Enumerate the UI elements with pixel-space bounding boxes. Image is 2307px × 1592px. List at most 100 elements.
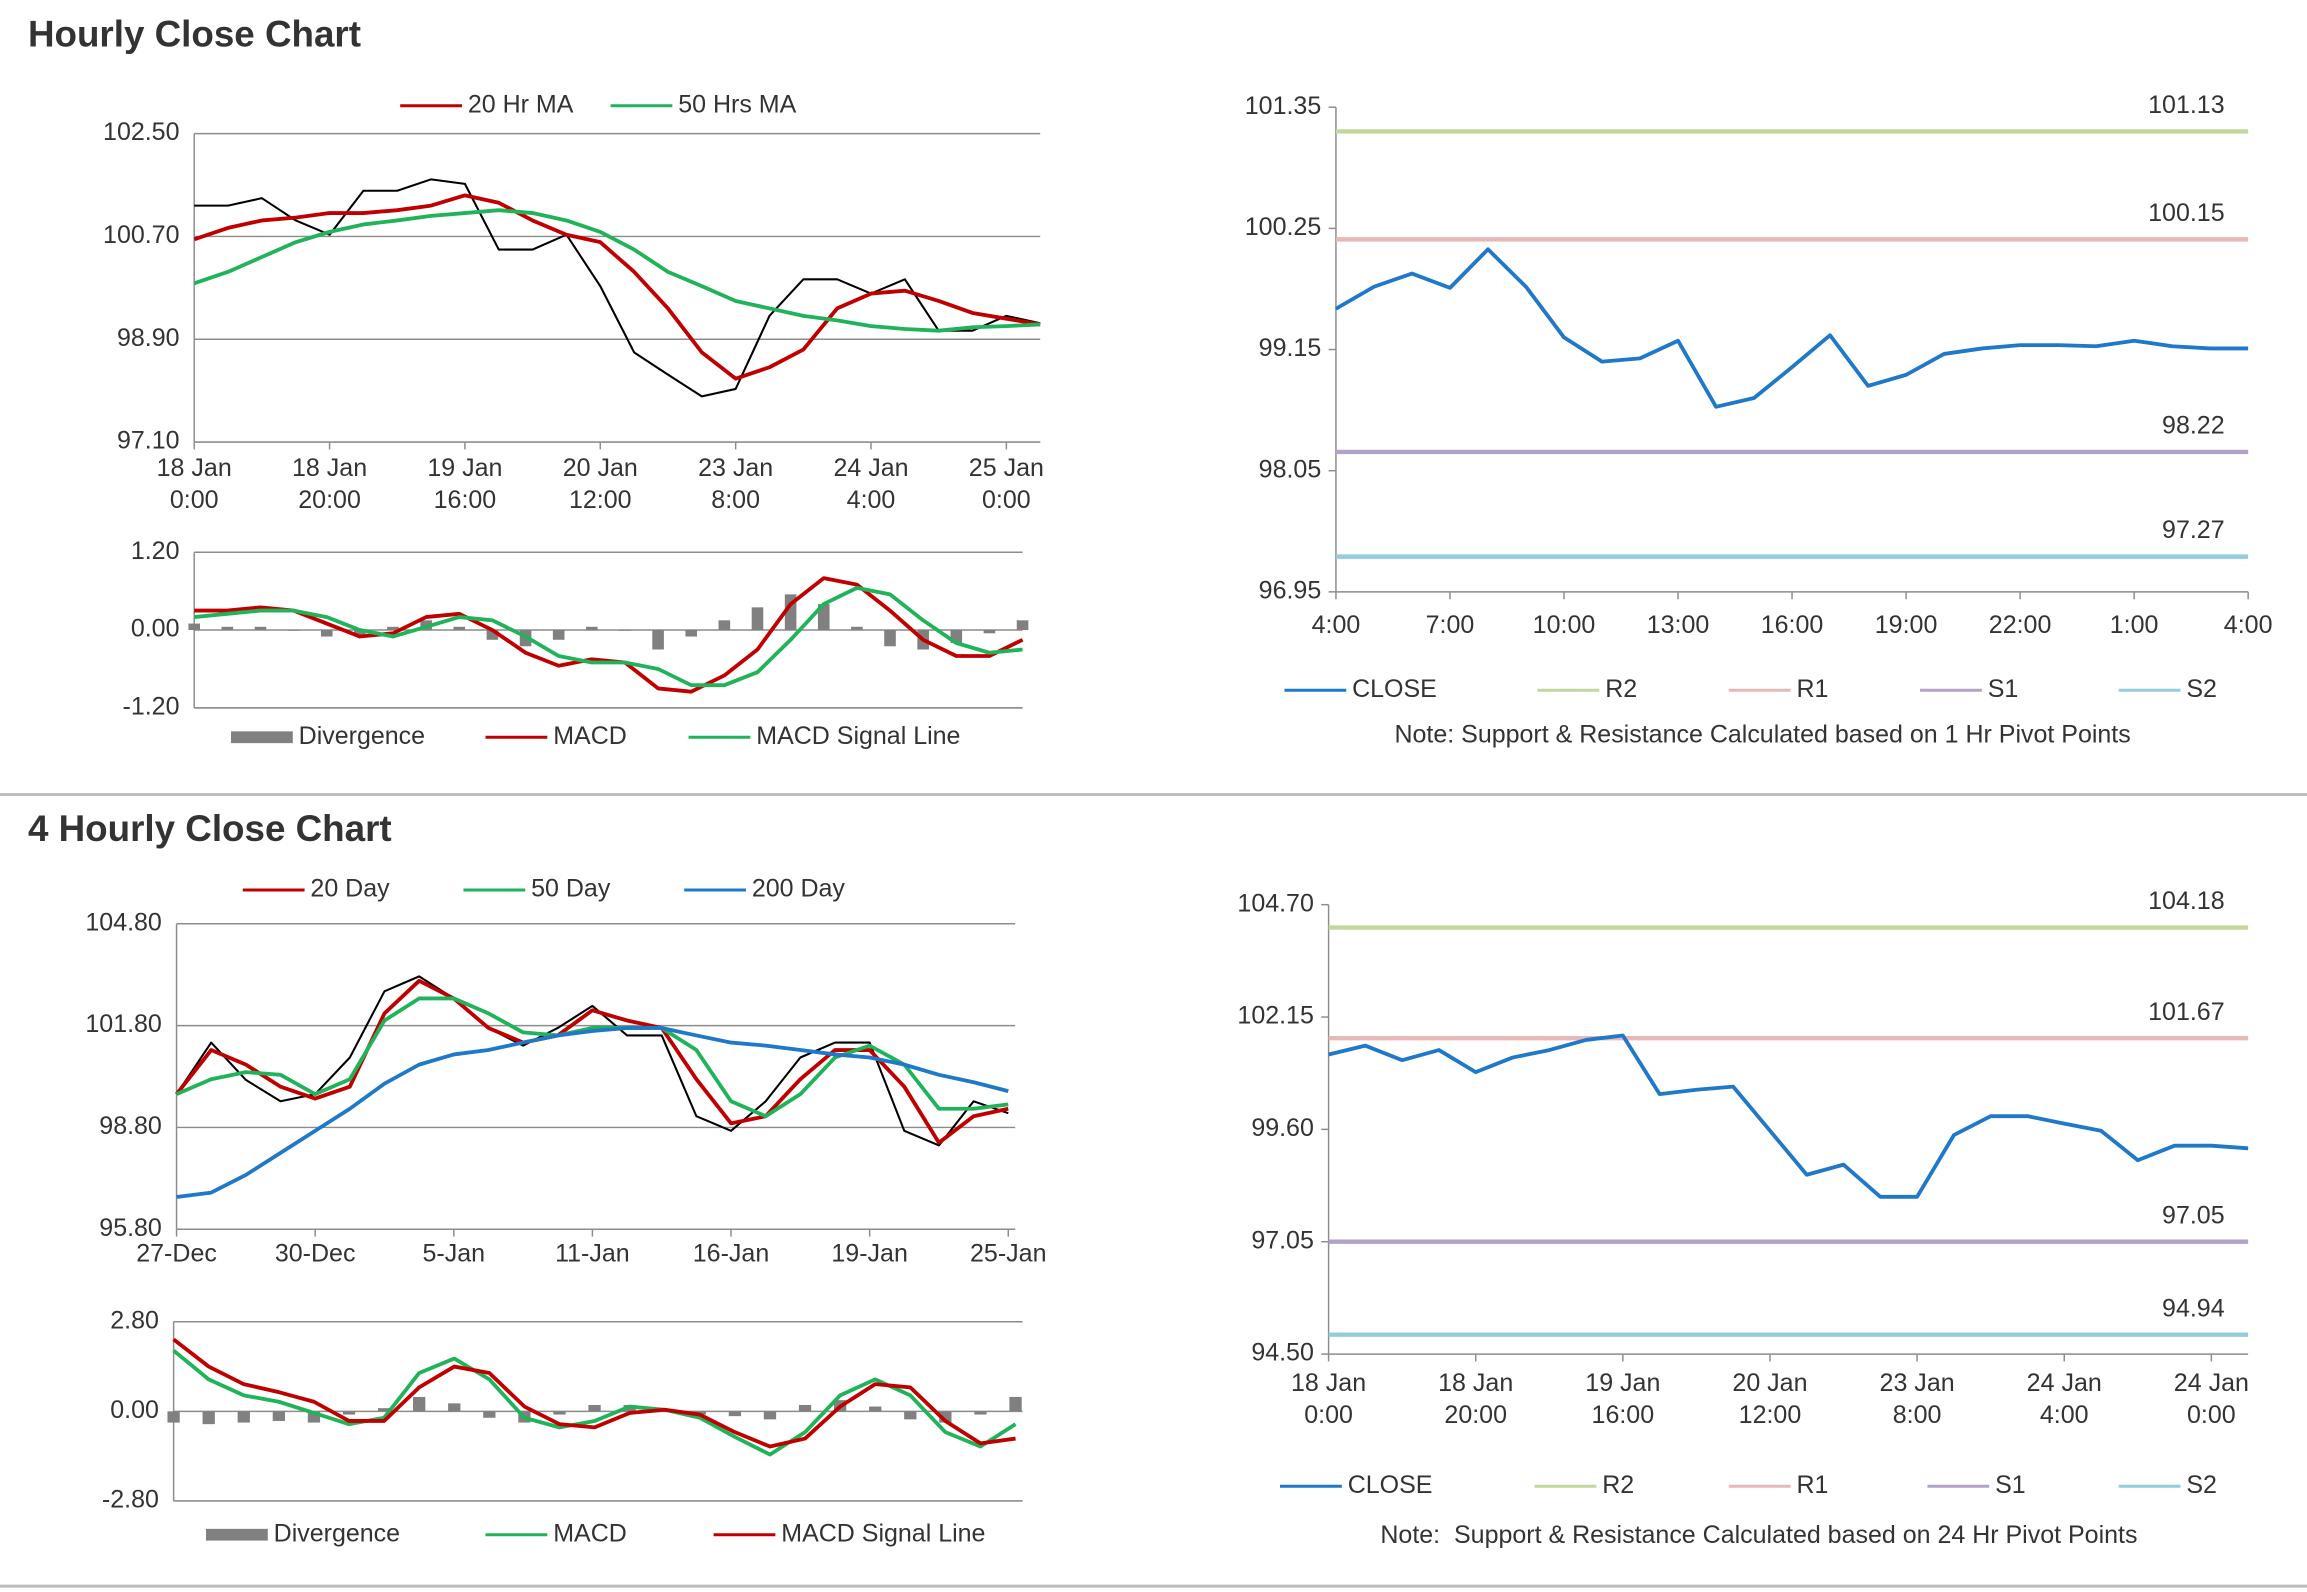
legend-label: R1 — [1796, 1471, 1828, 1499]
y-tick-label: 104.70 — [1237, 889, 1313, 917]
divergence-bar — [354, 630, 366, 637]
divergence-bar — [983, 630, 996, 634]
y-tick-label: 95.80 — [99, 1214, 162, 1242]
x-tick-label: 25 Jan 0:00 — [968, 453, 1044, 515]
divergence-bar — [619, 630, 631, 631]
legend-label: MACD — [553, 1519, 627, 1547]
divergence-bar — [817, 604, 830, 631]
x-tick-label: 10:00 — [1532, 610, 1596, 639]
x-tick-label-box: 5-Jan — [422, 1239, 486, 1268]
x-tick-label-box: 10:00 — [1532, 610, 1596, 639]
divergence-bar — [237, 1411, 250, 1423]
y-tick-label: 101.80 — [85, 1010, 161, 1038]
y-tick-label: 98.80 — [99, 1112, 162, 1140]
level-label: 101.67 — [2148, 998, 2224, 1026]
x-tick-label: 22:00 — [1988, 610, 2052, 639]
series-line — [176, 1026, 1009, 1199]
x-tick-label: 27-Dec — [136, 1239, 217, 1268]
x-tick-label-box: 4:00 — [1312, 611, 1361, 639]
x-tick-label: 23 Jan 8:00 — [1879, 1368, 1955, 1429]
x-tick-label: 19-Jan — [831, 1239, 908, 1268]
x-tick-label: 18 Jan 0:00 — [1291, 1368, 1367, 1429]
legend-label: CLOSE — [1348, 1471, 1433, 1499]
legend-label: MACD Signal Line — [781, 1519, 985, 1547]
x-tick-label: 5-Jan — [422, 1239, 486, 1268]
divergence-bar — [728, 1411, 742, 1417]
y-tick-label: 102.15 — [1237, 1002, 1313, 1030]
x-tick-label-box: 16-Jan — [693, 1240, 769, 1268]
legend-label: CLOSE — [1352, 675, 1437, 703]
x-tick-label-box: 25 Jan 0:00 — [968, 453, 1044, 515]
series-line — [1328, 1033, 2249, 1199]
divergence-bar — [167, 1411, 180, 1423]
y-tick-label: 1.20 — [131, 537, 180, 565]
x-tick-label: 11-Jan — [555, 1239, 630, 1268]
level-label: 98.22 — [2162, 412, 2225, 440]
y-tick-label: 0.00 — [110, 1396, 159, 1424]
y-tick-label: 97.05 — [1251, 1226, 1314, 1254]
x-tick-label-box: 23 Jan 8:00 — [1879, 1368, 1955, 1429]
x-tick-label: 18 Jan 20:00 — [292, 453, 368, 515]
level-label: 97.27 — [2162, 516, 2225, 544]
y-tick-label: 100.70 — [103, 221, 179, 249]
divergence-bar — [553, 1411, 566, 1415]
x-tick-label: 4:00 — [2223, 610, 2273, 639]
series-line — [194, 576, 1024, 694]
divergence-bar — [586, 626, 598, 631]
y-tick-label: 101.35 — [1245, 92, 1321, 120]
level-label: 101.13 — [2148, 91, 2224, 119]
divergence-bar — [448, 1403, 461, 1412]
divergence-bar — [658, 1411, 671, 1413]
divergence-bar — [287, 630, 300, 631]
note: Note: Support & Resistance Calculated ba… — [1394, 720, 2130, 748]
legend-label: S1 — [1988, 675, 2019, 703]
divergence-bar — [798, 1404, 812, 1412]
legend-label: MACD — [553, 722, 627, 750]
x-tick-label: 19 Jan 16:00 — [1585, 1368, 1661, 1429]
x-tick-label: 19:00 — [1874, 610, 1938, 639]
x-tick-label: 19 Jan 16:00 — [427, 453, 503, 515]
level-label: 104.18 — [2148, 887, 2224, 915]
legend-label: 20 Day — [310, 875, 390, 903]
divergence-bar — [904, 1411, 917, 1420]
x-tick-label-box: 13:00 — [1646, 610, 1710, 639]
x-tick-label-box: 20 Jan 12:00 — [562, 453, 638, 515]
series-line — [194, 585, 1023, 688]
legend-swatch — [230, 731, 293, 744]
divergence-bar — [320, 630, 333, 637]
x-tick-label: 20 Jan 12:00 — [562, 453, 638, 515]
legend-label: R2 — [1602, 1471, 1634, 1499]
x-tick-label-box: 24 Jan 4:00 — [833, 454, 908, 514]
legend-label: 20 Hr MA — [468, 90, 574, 118]
legend-label: R2 — [1605, 675, 1637, 703]
x-tick-label-box: 20 Jan 12:00 — [1732, 1368, 1808, 1429]
divergence-bar — [486, 630, 499, 640]
x-tick-label: 24 Jan 0:00 — [2173, 1368, 2249, 1429]
y-tick-label: 99.15 — [1259, 334, 1322, 362]
y-tick-label: 97.10 — [117, 427, 180, 455]
divergence-bar — [413, 1396, 426, 1412]
y-tick-label: -2.80 — [102, 1486, 159, 1514]
x-tick-label: 24 Jan 4:00 — [2026, 1368, 2102, 1429]
series-line — [175, 978, 1009, 1145]
x-tick-label: 7:00 — [1425, 610, 1475, 639]
divergence-bar — [884, 630, 896, 647]
x-tick-label: 13:00 — [1646, 610, 1710, 639]
y-tick-label: 94.50 — [1251, 1339, 1314, 1367]
y-tick-label: 104.80 — [85, 908, 161, 936]
legend-swatch — [205, 1528, 268, 1541]
section-heading: 4 Hourly Close Chart — [28, 808, 392, 849]
y-tick-label: 99.60 — [1251, 1114, 1314, 1142]
x-tick-label: 16:00 — [1760, 610, 1824, 639]
divergence-bar — [453, 626, 466, 631]
legend-label: MACD Signal Line — [756, 722, 960, 750]
series-line — [193, 193, 1041, 381]
divergence-bar — [851, 626, 863, 631]
y-tick-label: -1.20 — [123, 692, 180, 720]
series-line — [172, 1349, 1017, 1457]
divergence-bar — [342, 1411, 356, 1415]
x-tick-label-box: 30-Dec — [275, 1240, 356, 1268]
divergence-bar — [272, 1411, 285, 1421]
x-tick-label: 20 Jan 12:00 — [1732, 1368, 1808, 1429]
